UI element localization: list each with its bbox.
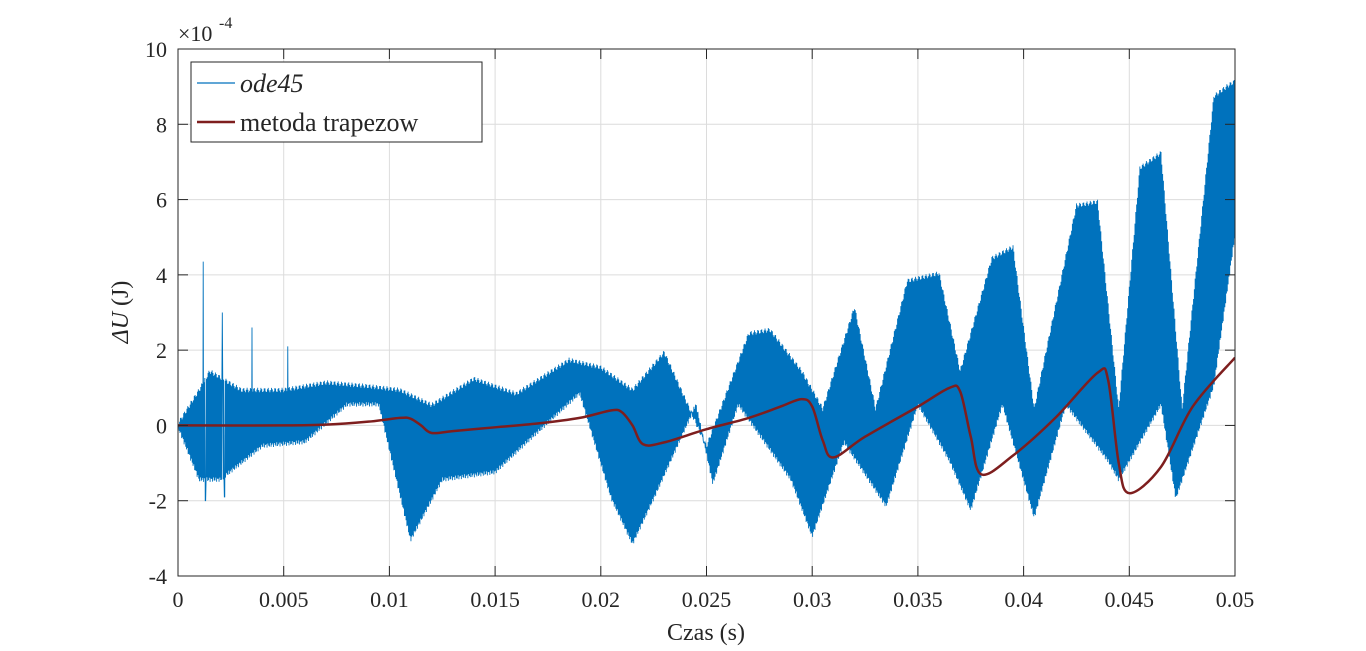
x-tick-label: 0.05 [1216, 587, 1255, 612]
y-tick-label: 6 [156, 188, 167, 213]
x-tick-label: 0.035 [893, 587, 943, 612]
y-exponent: ×10 -4 [178, 15, 232, 46]
y-axis-label: ΔU (J) [108, 281, 134, 345]
y-axis-label-symbol: ΔU [108, 310, 134, 344]
y-tick-label: 2 [156, 338, 167, 363]
x-tick-label: 0.005 [259, 587, 309, 612]
y-tick-label: 4 [156, 263, 167, 288]
x-tick-label: 0.025 [682, 587, 732, 612]
legend: ode45 metoda trapezow [190, 61, 483, 143]
x-tick-label: 0.02 [582, 587, 621, 612]
x-tick-label: 0.03 [793, 587, 832, 612]
y-tick-label: 8 [156, 112, 167, 137]
x-tick-label: 0.045 [1105, 587, 1155, 612]
y-tick-label: 10 [145, 37, 167, 62]
legend-label-trapezoid: metoda trapezow [240, 108, 419, 137]
x-axis-label: Czas (s) [667, 620, 745, 646]
x-tick-label: 0 [173, 587, 184, 612]
y-tick-label: -2 [149, 489, 167, 514]
y-tick-label: -4 [149, 564, 167, 589]
tick-marks [177, 48, 1236, 577]
y-tick-label: 0 [156, 413, 167, 438]
series-ode45-line [178, 79, 1235, 544]
series-trapezoid-line [178, 356, 1235, 495]
y-exponent-base: ×10 [178, 21, 212, 46]
series-layer [178, 79, 1235, 544]
x-tick-label: 0.015 [470, 587, 520, 612]
x-tick-label: 0.01 [370, 587, 409, 612]
y-axis-label-unit: (J) [108, 281, 134, 312]
legend-box [190, 61, 483, 143]
x-tick-label: 0.04 [1004, 587, 1043, 612]
legend-label-ode45: ode45 [240, 69, 304, 98]
y-exponent-power: -4 [219, 15, 232, 32]
